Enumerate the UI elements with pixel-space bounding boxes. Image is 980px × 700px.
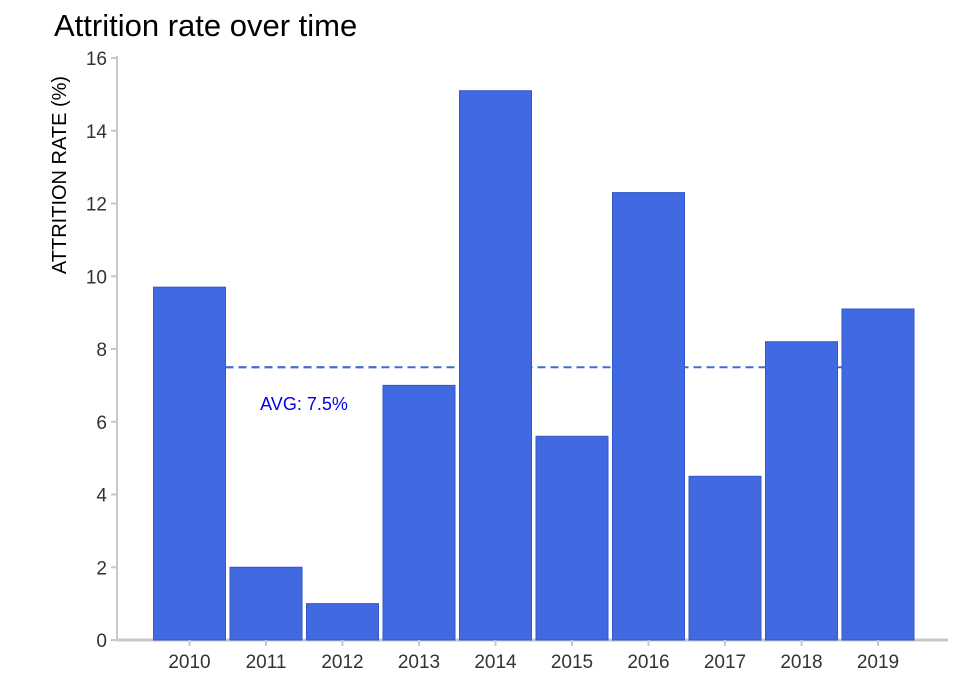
x-tick-label: 2016	[627, 652, 669, 673]
x-tick-label: 2018	[780, 652, 822, 673]
x-tick-label: 2010	[168, 652, 210, 673]
y-tick-label: 12	[86, 195, 107, 216]
bar-2015	[535, 435, 609, 641]
y-tick-label: 6	[96, 413, 107, 434]
y-axis-title: ATTRITION RATE (%)	[49, 76, 71, 274]
x-tick-label: 2013	[398, 652, 440, 673]
x-tick-label: 2012	[321, 652, 363, 673]
x-tick-label: 2014	[474, 652, 517, 673]
x-tick-label: 2015	[551, 652, 593, 673]
y-tick-label: 14	[86, 122, 108, 143]
y-tick-label: 0	[96, 631, 107, 652]
y-tick-label: 4	[96, 486, 107, 507]
x-tick-label: 2017	[704, 652, 746, 673]
bar-2011	[229, 566, 303, 641]
y-tick-label: 8	[96, 340, 107, 361]
x-tick-label: 2019	[857, 652, 899, 673]
x-ticks: 2010 2011 2012 2013 2014 2015 2016 2017 2018 2019	[168, 640, 899, 673]
y-tick-label: 16	[86, 49, 107, 70]
avg-label: AVG: 7.5%	[260, 394, 348, 414]
y-ticks: 0 2 4 6 8 10 12 14 16	[86, 49, 117, 652]
y-tick-label: 2	[96, 558, 107, 579]
bar-2019	[841, 308, 915, 641]
bar-2010	[153, 286, 226, 641]
bar-2016	[612, 192, 685, 641]
bar-2014	[459, 90, 532, 641]
bar-2012	[306, 603, 379, 641]
bars	[153, 90, 915, 641]
bar-2018	[765, 341, 838, 641]
y-tick-label: 10	[86, 267, 107, 288]
chart-title: Attrition rate over time	[54, 8, 358, 43]
bar-2017	[688, 475, 762, 641]
x-tick-label: 2011	[246, 652, 287, 673]
average-reference: AVG: 7.5%	[225, 366, 842, 414]
bar-2013	[382, 384, 456, 641]
